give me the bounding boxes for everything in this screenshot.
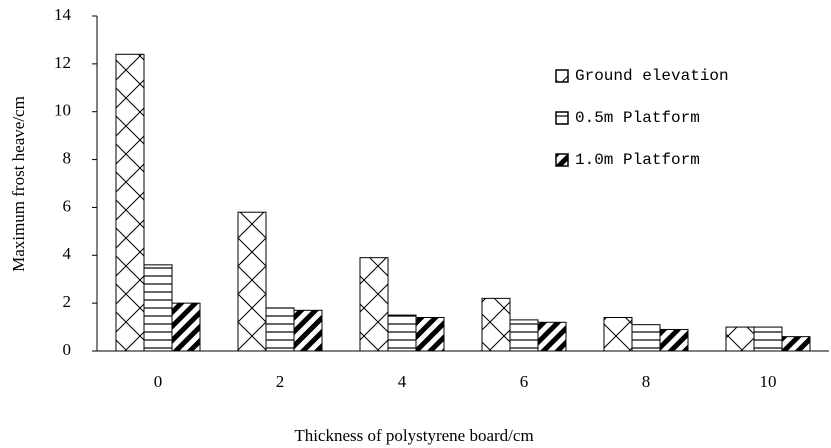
y-tick-label: 8 [63, 148, 72, 167]
bar [293, 309, 323, 352]
bar [143, 264, 173, 352]
x-tick-label: 8 [642, 372, 651, 391]
bar [631, 324, 661, 352]
bar [265, 307, 295, 352]
bar [509, 319, 539, 352]
bar [725, 326, 755, 352]
x-tick-label: 2 [276, 372, 285, 391]
x-tick-label: 0 [154, 372, 163, 391]
y-tick-label: 2 [63, 292, 72, 311]
bar [171, 302, 201, 352]
bar [603, 317, 633, 352]
y-tick-label: 10 [54, 101, 71, 120]
bar [237, 211, 267, 352]
x-axis-title: Thickness of polystyrene board/cm [294, 426, 533, 445]
y-tick-label: 4 [63, 244, 72, 263]
y-tick-label: 14 [54, 5, 72, 24]
y-tick-label: 6 [63, 196, 72, 215]
legend-label: 1.0m Platform [575, 151, 700, 169]
bar [415, 317, 445, 352]
y-tick-label: 12 [54, 53, 71, 72]
bar [115, 53, 145, 352]
legend-swatch [555, 153, 569, 167]
bar [753, 326, 783, 352]
bar [537, 321, 567, 352]
y-tick-label: 0 [63, 340, 72, 359]
legend-swatch [555, 111, 569, 125]
x-tick-label: 6 [520, 372, 529, 391]
bar [781, 336, 811, 352]
x-tick-label: 4 [398, 372, 407, 391]
bar [387, 314, 417, 352]
y-axis-title: Maximum frost heave/cm [9, 96, 28, 272]
bar [359, 257, 389, 352]
bar [659, 328, 689, 352]
legend-label: 0.5m Platform [575, 109, 700, 127]
bar [481, 297, 511, 352]
x-tick-label: 10 [760, 372, 777, 391]
legend-label: Ground elevation [575, 67, 729, 85]
legend-swatch [555, 69, 569, 83]
